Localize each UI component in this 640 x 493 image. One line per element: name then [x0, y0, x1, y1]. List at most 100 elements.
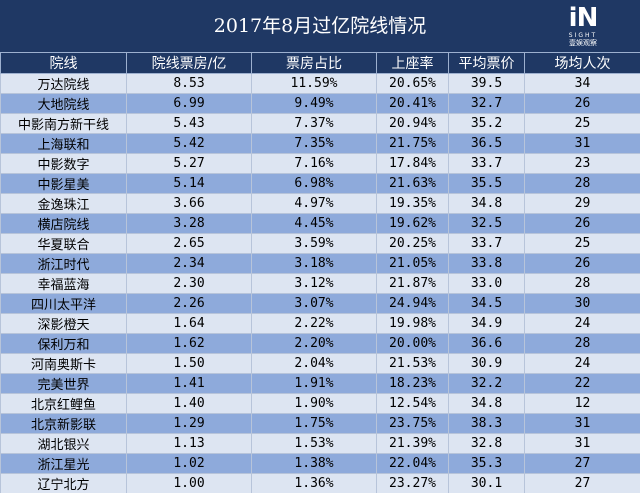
- share-value: 3.59%: [251, 233, 377, 254]
- cinema-chain-name: 幸福蓝海: [0, 273, 127, 294]
- occupancy-value: 21.39%: [376, 433, 449, 454]
- share-value: 1.91%: [251, 373, 377, 394]
- occupancy-value: 22.04%: [376, 453, 449, 474]
- box-office-value: 8.53: [126, 73, 252, 94]
- share-value: 1.75%: [251, 413, 377, 434]
- avg-price-value: 33.8: [448, 253, 525, 274]
- avg-attendance-value: 28: [524, 173, 640, 194]
- insight-logo: iN SIGHT 壹娱观察: [555, 4, 611, 48]
- avg-price-value: 30.9: [448, 353, 525, 374]
- share-value: 2.22%: [251, 313, 377, 334]
- box-office-value: 2.26: [126, 293, 252, 314]
- table-row: 上海联和 5.42 7.35% 21.75% 36.5 31: [0, 133, 640, 154]
- avg-price-value: 35.3: [448, 453, 525, 474]
- box-office-value: 1.40: [126, 393, 252, 414]
- header-avg-attendance: 场均人次: [524, 52, 640, 74]
- occupancy-value: 24.94%: [376, 293, 449, 314]
- avg-price-value: 33.0: [448, 273, 525, 294]
- cinema-box-office-table: 院线 院线票房/亿 票房占比 上座率 平均票价 场均人次 万达院线 8.53 11.59% 20…: [0, 52, 640, 493]
- cinema-chain-name: 保利万和: [0, 333, 127, 354]
- cinema-chain-name: 中影星美: [0, 173, 127, 194]
- table-row: 大地院线 6.99 9.49% 20.41% 32.7 26: [0, 93, 640, 114]
- cinema-chain-name: 中影南方新干线: [0, 113, 127, 134]
- cinema-chain-name: 完美世界: [0, 373, 127, 394]
- header-cinema-chain: 院线: [0, 52, 127, 74]
- share-value: 3.18%: [251, 253, 377, 274]
- avg-attendance-value: 31: [524, 413, 640, 434]
- avg-price-value: 30.1: [448, 473, 525, 493]
- cinema-chain-name: 浙江星光: [0, 453, 127, 474]
- share-value: 1.53%: [251, 433, 377, 454]
- box-office-value: 1.50: [126, 353, 252, 374]
- table-row: 深影橙天 1.64 2.22% 19.98% 34.9 24: [0, 313, 640, 334]
- avg-attendance-value: 29: [524, 193, 640, 214]
- box-office-value: 1.29: [126, 413, 252, 434]
- occupancy-value: 23.75%: [376, 413, 449, 434]
- table-row: 北京新影联 1.29 1.75% 23.75% 38.3 31: [0, 413, 640, 434]
- cinema-chain-name: 横店院线: [0, 213, 127, 234]
- box-office-value: 2.34: [126, 253, 252, 274]
- header-occupancy: 上座率: [376, 52, 449, 74]
- occupancy-value: 21.75%: [376, 133, 449, 154]
- logo-wordmark: SIGHT: [568, 32, 598, 39]
- table-header-row: 院线 院线票房/亿 票房占比 上座率 平均票价 场均人次: [0, 52, 640, 74]
- box-office-value: 1.02: [126, 453, 252, 474]
- avg-attendance-value: 30: [524, 293, 640, 314]
- cinema-chain-name: 湖北银兴: [0, 433, 127, 454]
- occupancy-value: 21.87%: [376, 273, 449, 294]
- avg-attendance-value: 24: [524, 313, 640, 334]
- occupancy-value: 20.00%: [376, 333, 449, 354]
- table-row: 中影南方新干线 5.43 7.37% 20.94% 35.2 25: [0, 113, 640, 134]
- table-row: 浙江星光 1.02 1.38% 22.04% 35.3 27: [0, 453, 640, 474]
- avg-price-value: 34.8: [448, 193, 525, 214]
- table-row: 万达院线 8.53 11.59% 20.65% 39.5 34: [0, 73, 640, 94]
- share-value: 1.38%: [251, 453, 377, 474]
- box-office-value: 5.43: [126, 113, 252, 134]
- occupancy-value: 12.54%: [376, 393, 449, 414]
- occupancy-value: 19.35%: [376, 193, 449, 214]
- table-row: 中影数字 5.27 7.16% 17.84% 33.7 23: [0, 153, 640, 174]
- avg-price-value: 33.7: [448, 233, 525, 254]
- avg-price-value: 32.7: [448, 93, 525, 114]
- share-value: 2.04%: [251, 353, 377, 374]
- avg-attendance-value: 28: [524, 273, 640, 294]
- avg-price-value: 32.8: [448, 433, 525, 454]
- logo-subtitle: 壹娱观察: [569, 39, 597, 47]
- share-value: 2.20%: [251, 333, 377, 354]
- box-office-value: 5.27: [126, 153, 252, 174]
- avg-price-value: 34.9: [448, 313, 525, 334]
- table-row: 北京红鲤鱼 1.40 1.90% 12.54% 34.8 12: [0, 393, 640, 414]
- share-value: 7.37%: [251, 113, 377, 134]
- cinema-chain-name: 辽宁北方: [0, 473, 127, 493]
- avg-attendance-value: 24: [524, 353, 640, 374]
- table-row: 河南奥斯卡 1.50 2.04% 21.53% 30.9 24: [0, 353, 640, 374]
- box-office-value: 5.42: [126, 133, 252, 154]
- share-value: 4.97%: [251, 193, 377, 214]
- avg-price-value: 34.8: [448, 393, 525, 414]
- share-value: 3.12%: [251, 273, 377, 294]
- table-body: 万达院线 8.53 11.59% 20.65% 39.5 34 大地院线 6.99 9.49% 2…: [0, 73, 640, 493]
- table-row: 幸福蓝海 2.30 3.12% 21.87% 33.0 28: [0, 273, 640, 294]
- share-value: 7.16%: [251, 153, 377, 174]
- box-office-value: 2.30: [126, 273, 252, 294]
- table-row: 湖北银兴 1.13 1.53% 21.39% 32.8 31: [0, 433, 640, 454]
- box-office-value: 3.28: [126, 213, 252, 234]
- table-row: 浙江时代 2.34 3.18% 21.05% 33.8 26: [0, 253, 640, 274]
- cinema-chain-name: 北京红鲤鱼: [0, 393, 127, 414]
- header-box-office: 院线票房/亿: [126, 52, 252, 74]
- avg-attendance-value: 23: [524, 153, 640, 174]
- cinema-chain-name: 浙江时代: [0, 253, 127, 274]
- avg-attendance-value: 27: [524, 453, 640, 474]
- avg-price-value: 35.5: [448, 173, 525, 194]
- avg-attendance-value: 26: [524, 213, 640, 234]
- occupancy-value: 20.94%: [376, 113, 449, 134]
- share-value: 4.45%: [251, 213, 377, 234]
- header-avg-price: 平均票价: [448, 52, 525, 74]
- avg-attendance-value: 26: [524, 253, 640, 274]
- box-office-value: 1.62: [126, 333, 252, 354]
- avg-attendance-value: 28: [524, 333, 640, 354]
- avg-price-value: 32.2: [448, 373, 525, 394]
- occupancy-value: 23.27%: [376, 473, 449, 493]
- table-row: 辽宁北方 1.00 1.36% 23.27% 30.1 27: [0, 473, 640, 493]
- box-office-value: 1.13: [126, 433, 252, 454]
